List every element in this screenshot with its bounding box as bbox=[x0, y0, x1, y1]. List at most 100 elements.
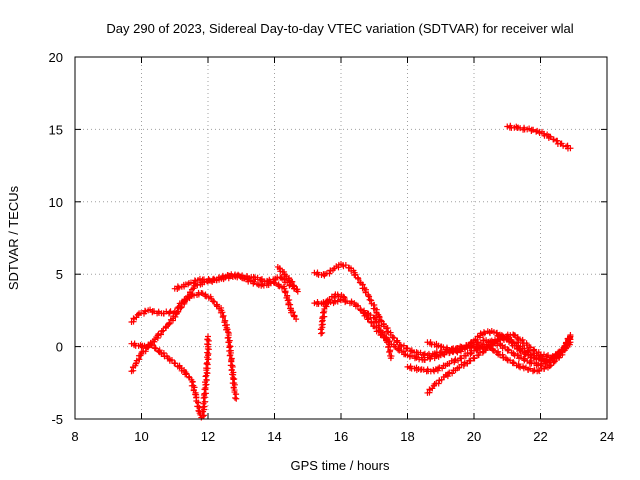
data-point bbox=[504, 347, 511, 354]
data-point bbox=[467, 350, 474, 357]
y-tick-label: 15 bbox=[49, 122, 63, 137]
data-point bbox=[381, 330, 388, 337]
data-point bbox=[479, 349, 486, 356]
x-axis-label: GPS time / hours bbox=[291, 458, 390, 473]
data-point bbox=[192, 391, 199, 398]
y-tick-label: 5 bbox=[56, 267, 63, 282]
data-point bbox=[467, 357, 474, 364]
data-point bbox=[229, 371, 236, 378]
data-point bbox=[517, 364, 524, 371]
data-point bbox=[499, 335, 506, 342]
series-track-m bbox=[424, 327, 551, 364]
y-tick-label: 10 bbox=[49, 195, 63, 210]
data-point bbox=[232, 394, 239, 401]
data-point bbox=[230, 376, 237, 383]
data-point bbox=[465, 342, 472, 349]
data-point bbox=[229, 363, 236, 370]
data-point bbox=[365, 293, 372, 300]
data-point bbox=[351, 272, 358, 279]
x-tick-label: 22 bbox=[533, 429, 547, 444]
x-tick-label: 10 bbox=[134, 429, 148, 444]
x-tick-label: 18 bbox=[400, 429, 414, 444]
data-point bbox=[391, 335, 398, 342]
data-point bbox=[187, 279, 194, 286]
data-point bbox=[205, 333, 211, 340]
data-point bbox=[172, 360, 179, 367]
chart-title: Day 290 of 2023, Sidereal Day-to-day VTE… bbox=[106, 21, 573, 36]
data-point bbox=[224, 329, 231, 336]
data-point bbox=[458, 355, 465, 362]
data-point bbox=[393, 338, 400, 345]
data-point bbox=[377, 317, 384, 324]
data-point bbox=[177, 305, 184, 312]
y-tick-label: -5 bbox=[51, 412, 63, 427]
data-point bbox=[281, 288, 288, 295]
data-point bbox=[204, 359, 211, 366]
grid-lines bbox=[75, 57, 607, 419]
x-tick-label: 8 bbox=[71, 429, 78, 444]
axis-ticks: 8 10 12 14 16 18 20 22 24 -5 0 5 10 15 20 bbox=[49, 50, 615, 444]
data-point bbox=[446, 369, 453, 376]
series-track-f bbox=[199, 333, 212, 420]
data-point bbox=[157, 331, 164, 338]
data-point bbox=[567, 332, 574, 339]
data-point bbox=[491, 339, 498, 346]
data-point bbox=[204, 349, 211, 356]
data-point bbox=[183, 370, 190, 377]
data-point bbox=[384, 328, 391, 335]
x-tick-label: 12 bbox=[201, 429, 215, 444]
data-point bbox=[530, 347, 537, 354]
data-point bbox=[286, 296, 293, 303]
data-point bbox=[386, 348, 393, 355]
data-point bbox=[436, 364, 443, 371]
series-track-d bbox=[171, 271, 300, 323]
data-point bbox=[230, 384, 237, 391]
data-point bbox=[225, 339, 232, 346]
data-point bbox=[373, 319, 380, 326]
data-point bbox=[293, 316, 300, 323]
x-tick-label: 14 bbox=[267, 429, 281, 444]
series-track-j bbox=[357, 307, 395, 362]
data-point bbox=[220, 312, 227, 319]
data-point bbox=[224, 271, 231, 278]
data-point bbox=[210, 275, 217, 282]
data-point bbox=[361, 307, 368, 314]
data-point bbox=[323, 303, 330, 310]
data-point bbox=[138, 309, 145, 316]
data-point bbox=[340, 293, 347, 300]
data-point bbox=[544, 356, 551, 363]
data-point bbox=[151, 344, 158, 351]
data-point bbox=[387, 355, 394, 362]
data-point bbox=[352, 271, 359, 278]
data-point bbox=[175, 284, 182, 291]
data-point bbox=[354, 302, 361, 309]
data-point bbox=[319, 329, 326, 336]
data-series bbox=[128, 122, 574, 421]
series-track-a bbox=[128, 289, 240, 402]
data-point bbox=[547, 133, 554, 140]
data-point bbox=[510, 359, 517, 366]
data-point bbox=[372, 314, 379, 321]
data-point bbox=[504, 356, 511, 363]
data-point bbox=[364, 316, 371, 323]
data-point bbox=[368, 319, 375, 326]
data-point bbox=[166, 309, 173, 316]
data-point bbox=[480, 329, 487, 336]
data-point bbox=[155, 348, 162, 355]
data-point bbox=[201, 412, 208, 419]
series-track-c bbox=[128, 271, 298, 375]
series-track-b bbox=[128, 340, 205, 421]
data-point bbox=[166, 319, 173, 326]
data-point bbox=[219, 314, 226, 321]
data-point bbox=[323, 298, 330, 305]
data-point bbox=[404, 345, 411, 352]
data-point bbox=[202, 373, 209, 380]
series-track-n bbox=[504, 122, 574, 152]
data-point bbox=[563, 339, 570, 346]
x-tick-label: 20 bbox=[467, 429, 481, 444]
y-axis-label: SDTVAR / TECUs bbox=[6, 185, 21, 290]
data-point bbox=[138, 343, 145, 350]
data-point bbox=[355, 275, 362, 282]
